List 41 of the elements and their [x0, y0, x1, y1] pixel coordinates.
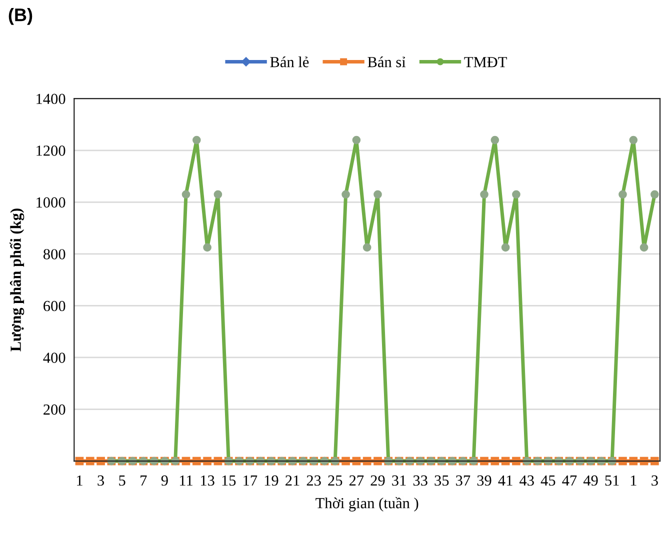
- y-tick-label: 1200: [36, 146, 66, 156]
- legend-label: Bán sỉ: [368, 56, 406, 68]
- x-tick-label: 5: [119, 476, 126, 486]
- y-tick-label: 400: [43, 352, 66, 363]
- y-axis-title: Lượng phân phối (kg): [10, 208, 24, 352]
- x-tick-label: 17: [244, 475, 258, 486]
- x-tick-label: 19: [264, 475, 278, 486]
- x-tick-label: 43: [520, 475, 534, 486]
- x-tick-label: 27: [349, 475, 364, 486]
- x-tick-label: 23: [306, 475, 321, 486]
- legend-label: Bán lẻ: [270, 56, 309, 68]
- x-tick-label: 1: [630, 475, 636, 486]
- x-tick-label: 3: [98, 475, 104, 486]
- x-tick-label: 9: [161, 475, 168, 486]
- x-tick-label: 3: [652, 475, 658, 486]
- y-tick-label: 800: [43, 249, 66, 260]
- x-tick-label: 37: [456, 475, 470, 486]
- x-tick-label: 45: [540, 475, 556, 486]
- x-tick-label: 51: [605, 475, 619, 486]
- x-tick-label: 29: [370, 475, 385, 486]
- x-axis-title: Thời gian (tuần ): [316, 497, 418, 512]
- x-tick-label: 47: [562, 475, 577, 486]
- y-tick-label: 200: [44, 404, 66, 415]
- x-tick-label: 39: [477, 475, 492, 486]
- x-tick-label: 33: [413, 475, 428, 486]
- legend-label: TMĐT: [464, 57, 507, 68]
- chart-title: (B): [8, 8, 32, 25]
- x-tick-label: 35: [434, 475, 449, 486]
- y-tick-label: 600: [44, 300, 66, 312]
- x-tick-label: 11: [180, 475, 192, 486]
- x-tick-label: 13: [201, 475, 214, 486]
- y-tick-label: 1000: [36, 197, 66, 208]
- x-tick-label: 41: [498, 475, 512, 486]
- x-tick-label: 31: [392, 475, 406, 486]
- x-tick-label: 15: [222, 475, 236, 486]
- x-tick-label: 1: [76, 475, 82, 486]
- x-tick-label: 49: [583, 475, 598, 486]
- x-tick-label: 25: [328, 475, 342, 486]
- x-tick-label: 21: [286, 475, 300, 486]
- x-tick-label: 7: [140, 476, 147, 486]
- y-tick-label: 1400: [36, 94, 66, 104]
